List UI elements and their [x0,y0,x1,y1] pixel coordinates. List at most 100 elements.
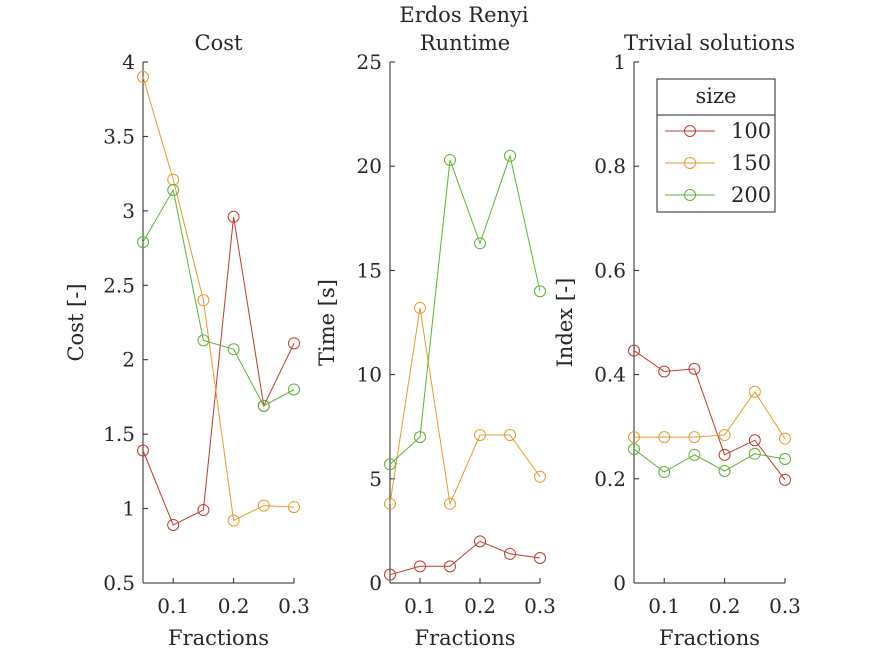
data-point-150 [167,173,180,186]
data-point-200 [197,334,210,347]
data-point-100 [748,434,761,447]
x-tick-label: 0.2 [464,594,496,618]
series-line-150 [389,307,541,506]
x-axis-title: Fractions [659,626,760,650]
series-line-100 [142,216,295,526]
data-point-200 [167,184,180,197]
data-point-100 [474,535,486,548]
data-point-150 [748,385,761,398]
data-point-200 [288,383,300,396]
x-tick-label: 0.1 [404,594,436,618]
y-tick-label: 0.8 [594,154,626,178]
data-point-200 [227,343,240,356]
panel-title: Runtime [420,31,510,55]
data-point-200 [384,458,396,471]
data-point-100 [534,551,546,564]
y-tick-label: 2.5 [103,273,135,297]
data-point-200 [658,466,671,479]
panel-title: Trivial solutions [624,31,795,55]
data-point-200 [688,448,701,461]
y-tick-label: 0.4 [594,363,626,387]
data-point-200 [718,464,731,477]
data-point-200 [628,443,640,456]
data-point-100 [444,560,456,573]
series-line-150 [634,390,786,439]
data-point-200 [779,453,791,466]
y-tick-label: 2 [122,348,135,372]
data-point-100 [227,210,240,223]
y-axis-title: Time [s] [315,279,339,366]
x-tick-label: 0.3 [769,594,801,618]
y-axis-title: Cost [-] [64,283,88,361]
series-line-200 [142,188,295,407]
data-point-150 [288,501,300,514]
y-tick-label: 0 [369,571,382,595]
data-point-200 [748,447,761,460]
legend-marker-100 [684,125,696,137]
x-axis-title: Fractions [415,626,516,650]
x-tick-label: 0.2 [709,594,741,618]
data-point-200 [504,149,516,162]
chart-panel-1: 0.5 1 1.5 2 2.5 3 3.5 4 0.1 0.2 0.3 Cost Fractions Co… [64,31,310,650]
data-point-200 [137,236,149,249]
x-tick-label: 0.1 [648,594,680,618]
data-point-100 [197,504,210,517]
x-tick-label: 0.1 [157,594,189,618]
legend-box [656,78,776,213]
data-point-150 [384,497,396,510]
chart-panel-3: 0 0.2 0.4 0.6 0.8 1 0.1 0.2 0.3 Trivial solutions… [553,31,801,650]
data-point-100 [288,337,300,350]
data-point-100 [384,568,396,581]
series-line-200 [389,153,541,465]
series-line-150 [142,76,295,522]
legend-entry-200: 200 [731,183,771,207]
y-tick-label: 1 [613,50,626,74]
data-point-150 [504,429,516,442]
series-line-100 [389,540,541,576]
legend-entry-150: 150 [731,151,771,175]
y-tick-label: 3.5 [103,124,135,148]
y-tick-label: 3 [122,199,135,223]
y-tick-label: 1.5 [103,422,135,446]
data-point-100 [414,560,426,573]
y-tick-label: 0.6 [594,258,626,282]
data-point-100 [137,444,149,457]
data-point-200 [414,431,426,444]
data-point-150 [474,429,486,442]
data-point-150 [197,294,210,307]
legend-entry-100: 100 [731,119,771,143]
data-point-150 [658,431,671,444]
y-tick-label: 25 [357,50,382,74]
data-point-100 [628,344,640,357]
x-axis-title: Fractions [168,626,269,650]
chart-panel-2: 0 5 10 15 20 25 0.1 0.2 0.3 Runtime Fractions Time … [315,31,556,650]
data-point-200 [474,237,486,250]
y-tick-label: 0.2 [594,467,626,491]
series-line-100 [633,350,786,481]
data-point-150 [444,497,456,510]
data-point-150 [414,301,426,314]
y-tick-label: 15 [357,258,382,282]
y-axis-title: Index [-] [553,278,577,368]
data-point-100 [779,473,791,486]
panel-title: Cost [195,31,243,55]
y-tick-label: 5 [369,467,382,491]
y-tick-label: 10 [357,363,382,387]
data-point-100 [504,547,516,560]
data-point-150 [534,470,546,483]
data-point-150 [227,514,240,527]
series-line-200 [633,448,786,473]
y-tick-label: 0 [613,571,626,595]
data-point-150 [688,431,701,444]
x-tick-label: 0.3 [278,594,310,618]
data-point-200 [534,285,546,298]
y-tick-label: 0.5 [103,571,135,595]
data-point-150 [257,499,270,512]
legend-marker-200 [684,189,696,201]
data-point-150 [718,429,731,442]
data-point-200 [257,399,270,412]
data-point-200 [444,153,456,166]
legend-title: size [696,84,737,108]
data-point-100 [167,518,180,531]
